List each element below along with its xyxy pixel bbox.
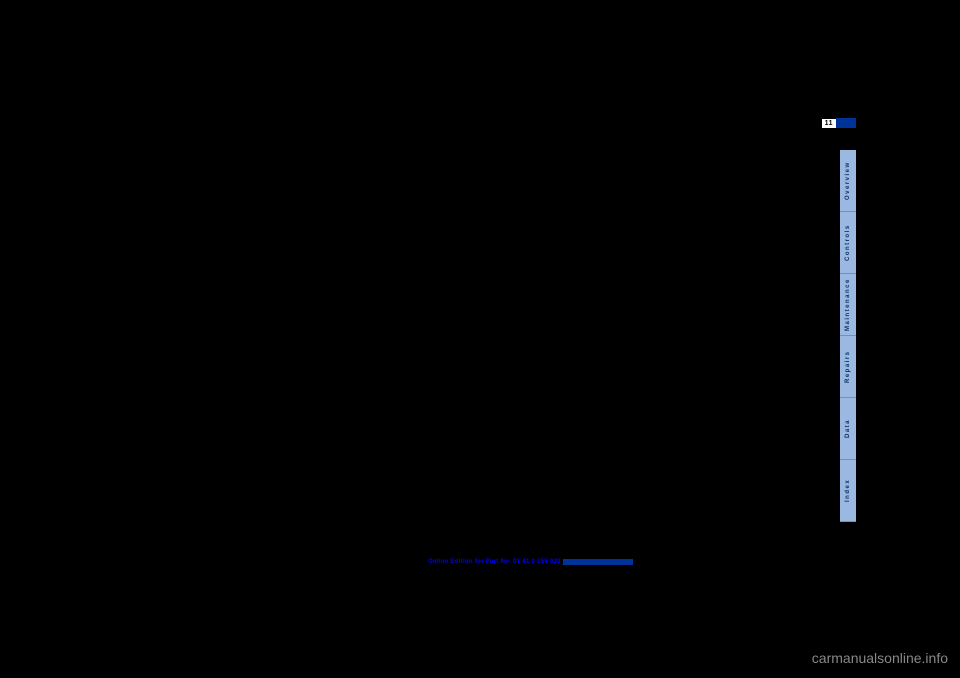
tab-repairs[interactable]: Repairs bbox=[840, 336, 856, 398]
tab-maintenance[interactable]: Maintenance bbox=[840, 274, 856, 336]
bottom-accent bbox=[563, 559, 633, 565]
tab-data[interactable]: Data bbox=[840, 398, 856, 460]
page-number-bar: 11 bbox=[822, 118, 856, 128]
tab-index[interactable]: Index bbox=[840, 460, 856, 522]
bottom-text: Online Edition for Part No. 01 41 0 155 … bbox=[428, 559, 561, 565]
tab-controls[interactable]: Controls bbox=[840, 212, 856, 274]
tab-overview[interactable]: Overview bbox=[840, 150, 856, 212]
side-tabs: Overview Controls Maintenance Repairs Da… bbox=[840, 150, 856, 522]
page-number-accent bbox=[836, 118, 856, 128]
page-number: 11 bbox=[822, 119, 836, 128]
watermark: carmanualsonline.info bbox=[812, 650, 948, 666]
bottom-bar: Online Edition for Part No. 01 41 0 155 … bbox=[428, 558, 633, 566]
